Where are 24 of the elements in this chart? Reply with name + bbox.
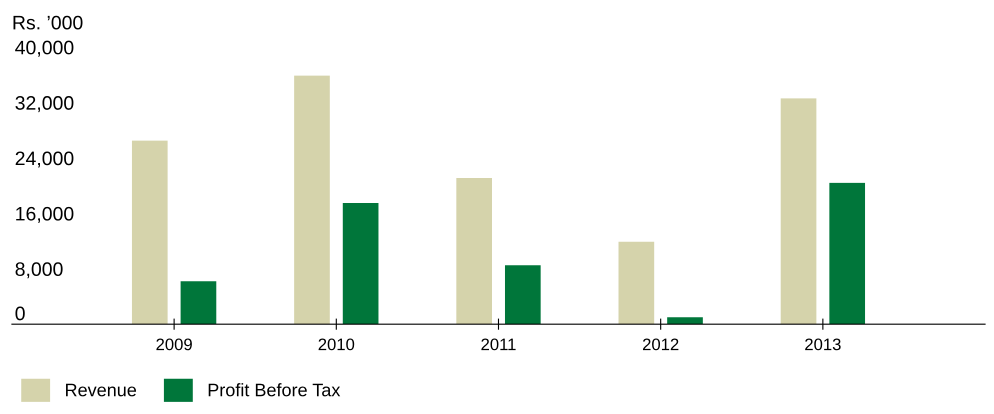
bar [294,76,330,324]
y-tick-label: 0 [15,306,25,320]
y-tick-label: 24,000 [16,151,74,168]
bar [342,202,378,324]
bar [132,140,168,324]
x-tick-label: 2009 [156,338,192,350]
bar [780,98,816,324]
bar [456,178,492,324]
bar [829,182,866,324]
y-axis-title: Rs. ’000 [14,16,82,30]
bar [667,317,703,324]
y-tick-label: 32,000 [15,96,74,112]
legend-label: Profit Before Tax [208,383,340,396]
y-tick-label: 8,000 [16,262,63,278]
x-tick-label: 2011 [481,338,516,350]
bar [618,242,654,324]
bar [180,281,216,324]
x-tick-label: 2013 [805,338,841,350]
y-tick-label: 40,000 [15,40,74,57]
x-tick-label: 2010 [318,338,354,350]
legend-label: Revenue [66,384,136,396]
x-tick-label: 2012 [642,338,678,350]
y-tick-label: 16,000 [16,206,74,223]
bar [504,265,541,324]
